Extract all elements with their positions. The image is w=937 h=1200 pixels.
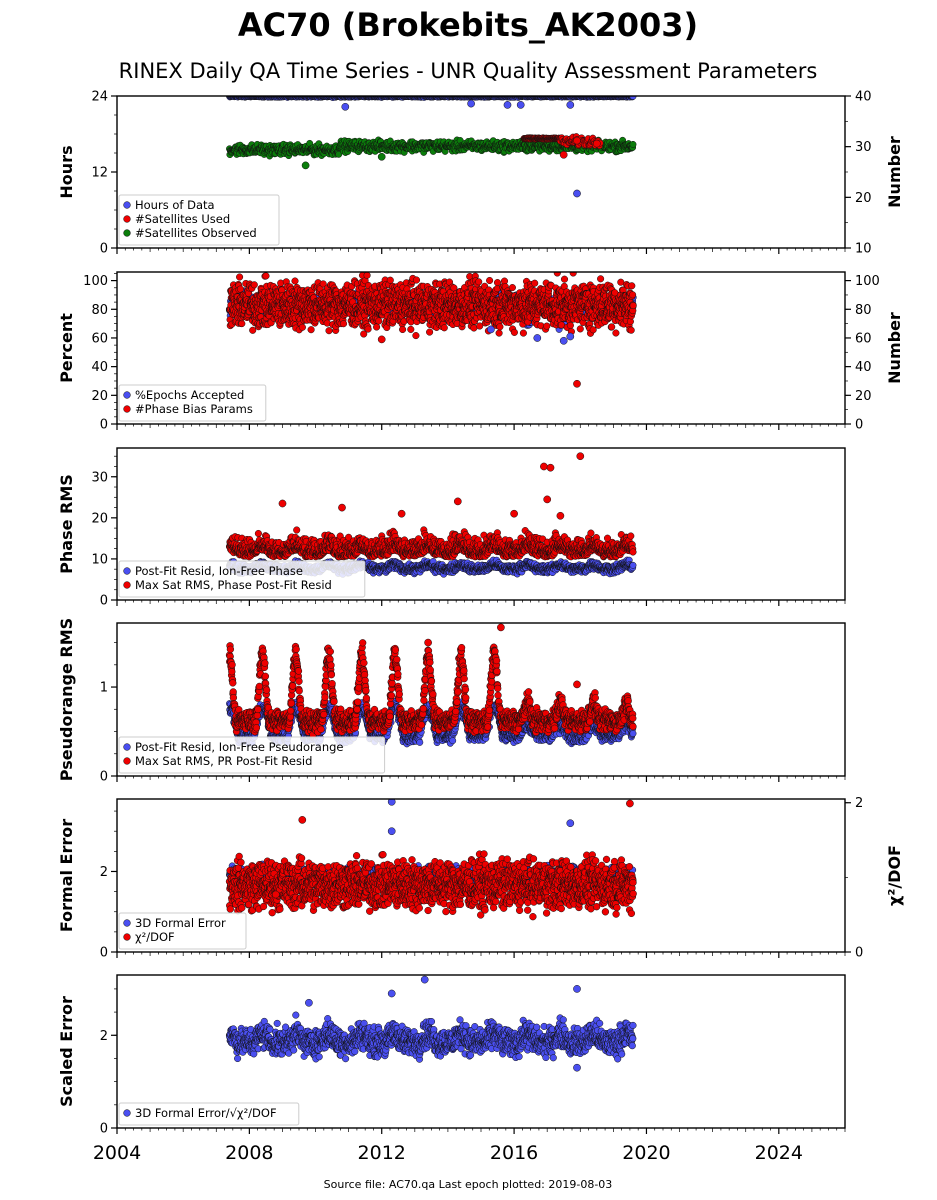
y-right-tick-label: 40	[855, 90, 872, 105]
data-point	[339, 320, 348, 328]
y-axis-left: 0 12 24	[91, 90, 117, 257]
figure-title: AC70 (Brokebits_AK2003)	[238, 6, 698, 44]
data-point	[363, 272, 371, 279]
scatter-points	[226, 96, 637, 198]
data-point	[307, 326, 315, 334]
data-point	[291, 277, 299, 285]
data-point	[399, 325, 407, 334]
data-point	[486, 276, 494, 285]
data-point	[407, 325, 415, 333]
data-point	[476, 322, 484, 330]
y-tick-label: 0	[100, 242, 108, 257]
data-point	[573, 136, 581, 145]
data-point	[592, 139, 601, 148]
panel-percent: 020406080100020406080100NumberPercent%Ep…	[57, 271, 904, 433]
data-point	[510, 328, 518, 336]
y-axis-right: 10 20 30 40	[845, 90, 872, 257]
data-point	[373, 323, 381, 331]
x-axis-ticks	[116, 248, 846, 254]
data-point	[426, 328, 434, 336]
data-point	[319, 280, 327, 288]
data-point	[250, 281, 258, 289]
data-point	[360, 330, 368, 338]
data-point	[493, 279, 502, 287]
data-point	[440, 324, 448, 332]
data-point	[236, 273, 244, 281]
data-point	[495, 329, 503, 337]
legend-marker	[123, 201, 131, 209]
scatter-points	[225, 272, 637, 388]
y-right-tick-label: 20	[855, 191, 872, 206]
data-point	[249, 326, 257, 334]
legend-label: Hours of Data	[135, 198, 215, 212]
legend-marker	[123, 215, 131, 223]
data-point	[377, 152, 386, 161]
legend-box	[118, 194, 280, 246]
data-point	[629, 140, 637, 148]
data-point	[467, 99, 475, 108]
data-point	[516, 101, 525, 109]
y-right-tick-label: 30	[855, 140, 872, 155]
legend: Hours of Data#Satellites Used#Satellites…	[118, 194, 280, 246]
data-point	[573, 189, 581, 198]
y-tick-label: 24	[91, 90, 108, 105]
data-point	[503, 101, 512, 109]
data-point	[386, 276, 394, 284]
legend-label: #Satellites Used	[135, 212, 230, 226]
data-point	[475, 278, 483, 286]
data-point	[341, 102, 350, 111]
y-axis-label: Hours	[57, 145, 76, 198]
legend-marker	[123, 229, 131, 237]
legend-label: #Satellites Observed	[135, 226, 257, 240]
data-point	[559, 150, 568, 159]
data-point	[496, 323, 504, 331]
data-point	[412, 276, 421, 284]
data-point	[238, 320, 246, 328]
data-point	[262, 272, 270, 280]
data-point	[325, 327, 333, 335]
data-point	[364, 325, 372, 333]
data-point	[566, 101, 575, 109]
data-point	[298, 323, 306, 331]
data-point	[508, 284, 516, 292]
y-right-tick-label: 10	[855, 242, 872, 257]
y-axis-right-label: Number	[885, 136, 904, 208]
figure-subtitle: RINEX Daily QA Time Series - UNR Quality…	[119, 59, 818, 83]
data-point	[301, 161, 310, 170]
data-point	[375, 317, 383, 325]
y-tick-label: 12	[91, 166, 108, 181]
data-point	[412, 332, 420, 340]
